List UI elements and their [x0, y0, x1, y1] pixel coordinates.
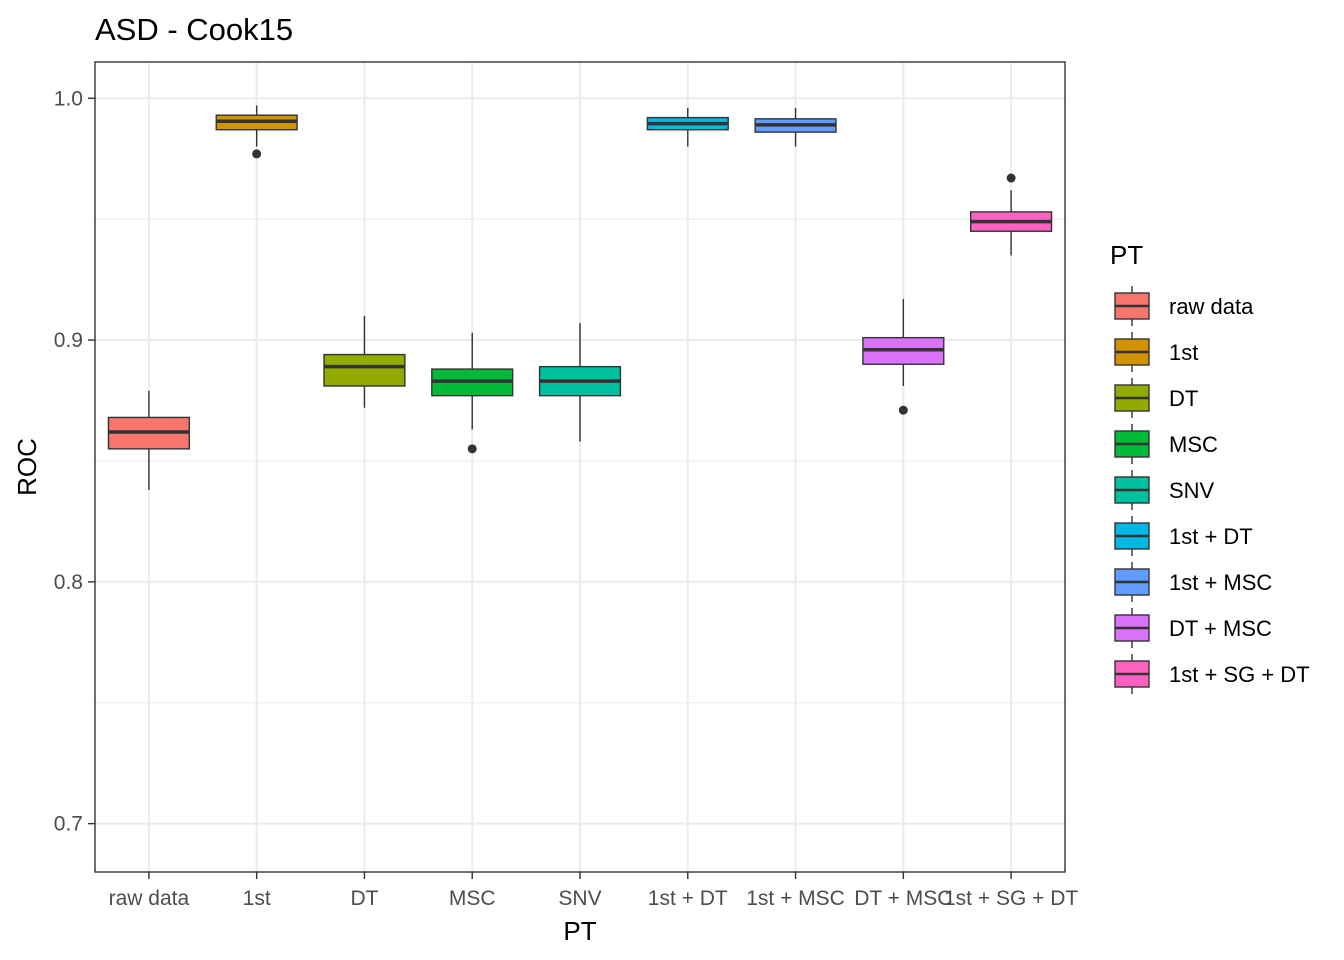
legend-label: 1st + DT: [1169, 524, 1253, 549]
legend-label: SNV: [1169, 478, 1215, 503]
y-tick-label: 1.0: [54, 87, 83, 110]
box-4: [538, 323, 622, 442]
x-tick-label: SNV: [558, 887, 601, 910]
x-axis-title: PT: [563, 916, 596, 946]
y-axis-title: ROC: [12, 438, 42, 496]
legend-label: raw data: [1169, 294, 1254, 319]
x-tick-label: DT + MSC: [854, 887, 952, 910]
legend-label: DT + MSC: [1169, 616, 1272, 641]
box-2: [323, 315, 406, 408]
box-6: [754, 107, 837, 147]
legend-label: 1st + SG + DT: [1169, 662, 1310, 687]
x-tick-label: 1st: [243, 887, 271, 910]
x-tick-label: 1st + DT: [648, 887, 728, 910]
legend-label: DT: [1169, 386, 1198, 411]
box-5: [646, 107, 729, 147]
boxes: [107, 105, 1053, 490]
y-tick-label: 0.9: [54, 329, 83, 352]
chart-title: ASD - Cook15: [95, 12, 293, 47]
legend-item: raw data: [1114, 286, 1254, 326]
y-axis: 0.7 0.8 0.9 1.0: [54, 87, 95, 836]
legend-label: 1st: [1169, 340, 1198, 365]
legend-title: PT: [1110, 240, 1143, 270]
legend-item: SNV: [1114, 470, 1215, 510]
legend-item: 1st: [1114, 332, 1198, 372]
legend: PT raw data 1st DT MSC SNV 1st + DT 1st + MSC D…: [1110, 240, 1310, 694]
box-0: [107, 390, 191, 490]
box-8: [969, 173, 1053, 256]
outlier-point: [1006, 173, 1016, 183]
box-3: [431, 332, 514, 454]
box-1: [215, 105, 298, 159]
box-iqr: [323, 353, 406, 387]
legend-item: 1st + DT: [1114, 516, 1253, 556]
outlier-point: [898, 405, 908, 415]
x-axis: raw data 1st DT MSC SNV 1st + DT 1st + MSC DT +…: [109, 872, 1078, 910]
legend-item: 1st + SG + DT: [1114, 654, 1310, 694]
legend-label: MSC: [1169, 432, 1218, 457]
x-tick-label: MSC: [449, 887, 496, 910]
legend-item: DT + MSC: [1114, 608, 1272, 648]
x-tick-label: raw data: [109, 887, 190, 910]
y-tick-label: 0.7: [54, 813, 83, 836]
legend-item: 1st + MSC: [1114, 562, 1272, 602]
grid-lines: [95, 62, 1065, 872]
x-tick-label: 1st + MSC: [746, 887, 845, 910]
outlier-point: [467, 444, 477, 454]
outlier-point: [252, 149, 262, 159]
box-7: [862, 298, 945, 415]
x-tick-label: 1st + SG + DT: [944, 887, 1078, 910]
legend-item: DT: [1114, 378, 1198, 418]
x-tick-label: DT: [350, 887, 378, 910]
legend-label: 1st + MSC: [1169, 570, 1272, 595]
y-tick-label: 0.8: [54, 571, 83, 594]
legend-item: MSC: [1114, 424, 1218, 464]
